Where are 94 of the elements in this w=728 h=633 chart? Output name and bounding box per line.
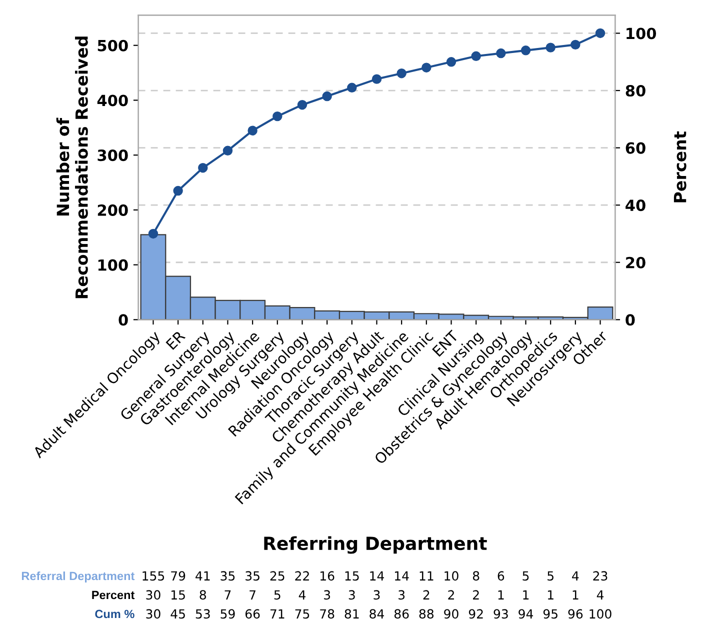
point — [148, 228, 158, 239]
data-label: 5 — [522, 571, 529, 581]
point — [222, 146, 233, 156]
data-label: 90 — [444, 609, 458, 619]
data-label: 59 — [220, 609, 235, 619]
data-label: 88 — [419, 609, 434, 619]
data-label: 15 — [345, 571, 359, 581]
data-label: 16 — [320, 571, 334, 581]
data-label: 30 — [146, 609, 160, 619]
text: 15 — [171, 590, 185, 600]
data-label: 14 — [370, 571, 384, 580]
point — [595, 28, 606, 38]
text: 2 — [473, 590, 479, 600]
y-axis-title: Number of Recommendations Received — [56, 36, 88, 298]
point — [396, 68, 406, 78]
y2-tick-label: 100 — [626, 28, 656, 40]
data-label: 95 — [543, 609, 558, 619]
y2-tick-label: 20 — [626, 256, 646, 268]
y-tick-label: 400 — [97, 94, 128, 106]
data-label: 35 — [246, 571, 260, 581]
text: 1 — [523, 590, 529, 600]
text: 1 — [572, 590, 578, 600]
data-label: 92 — [468, 609, 483, 619]
data-label: 84 — [370, 609, 384, 619]
text: 30 — [146, 590, 160, 600]
y2-tick-label: 0 — [626, 314, 635, 326]
text: Referral Department — [22, 571, 135, 583]
y-tick-label: 200 — [98, 204, 128, 216]
point — [422, 62, 432, 72]
y-tick-label: 500 — [98, 40, 128, 52]
point — [570, 40, 580, 50]
text: 3 — [374, 590, 380, 600]
point — [496, 48, 506, 58]
point — [322, 91, 332, 102]
text: 4 — [596, 590, 604, 600]
point — [372, 74, 382, 84]
data-label: 94 — [518, 609, 534, 619]
data-label: 93 — [494, 609, 508, 619]
data-label: 79 — [171, 571, 186, 581]
y2-tick-label: 40 — [626, 200, 646, 212]
text: 1 — [548, 590, 554, 600]
data-label: 5 — [548, 571, 554, 581]
y2-tick-label: 60 — [626, 142, 646, 154]
point — [173, 186, 183, 196]
point — [248, 126, 258, 136]
point — [446, 57, 456, 67]
y-tick-label: 100 — [98, 259, 128, 271]
data-label: 41 — [196, 571, 210, 580]
y2-axis-title: Percent — [674, 131, 686, 202]
data-label: 75 — [295, 609, 310, 619]
data-label: 10 — [444, 571, 458, 581]
text: Cum % — [95, 610, 134, 618]
y-tick-label: 300 — [98, 150, 128, 162]
data-label: 100 — [590, 609, 612, 619]
text: 3 — [398, 590, 405, 600]
data-label: 14 — [394, 571, 409, 580]
text: 1 — [498, 590, 504, 600]
data-label: 66 — [245, 609, 260, 619]
data-label: 23 — [593, 571, 608, 581]
data-label: 96 — [568, 609, 583, 619]
data-label: 86 — [394, 609, 409, 619]
y-tick-label: 0 — [118, 314, 128, 326]
point — [198, 162, 208, 173]
x-axis-title: Referring Department — [264, 536, 487, 554]
text: 4 — [298, 590, 306, 600]
data-label: 35 — [220, 571, 235, 581]
data-label: 155 — [142, 571, 164, 581]
data-label: 4 — [572, 571, 579, 580]
data-label: 6 — [498, 571, 504, 581]
point — [297, 100, 308, 110]
text: 2 — [448, 590, 454, 600]
text: 7 — [250, 590, 256, 600]
data-label: 81 — [344, 609, 359, 619]
text: Percent — [92, 590, 135, 600]
data-label: 45 — [170, 609, 185, 619]
data-label: 53 — [196, 609, 210, 619]
text: 8 — [200, 590, 206, 600]
point — [471, 51, 481, 62]
text: 2 — [423, 590, 430, 600]
point — [272, 111, 282, 122]
data-label: 78 — [320, 609, 334, 619]
data-label: 71 — [270, 609, 284, 618]
data-label: 11 — [420, 571, 434, 580]
point — [347, 82, 357, 93]
text: 3 — [324, 590, 330, 600]
data-label: 22 — [295, 571, 309, 580]
y2-tick-label: 80 — [626, 84, 646, 97]
point — [546, 42, 556, 52]
data-label: 25 — [270, 571, 284, 581]
data-label: 8 — [472, 571, 480, 581]
text: 5 — [274, 590, 280, 600]
text: 3 — [348, 590, 355, 600]
point — [520, 46, 531, 56]
text: 7 — [224, 590, 231, 600]
